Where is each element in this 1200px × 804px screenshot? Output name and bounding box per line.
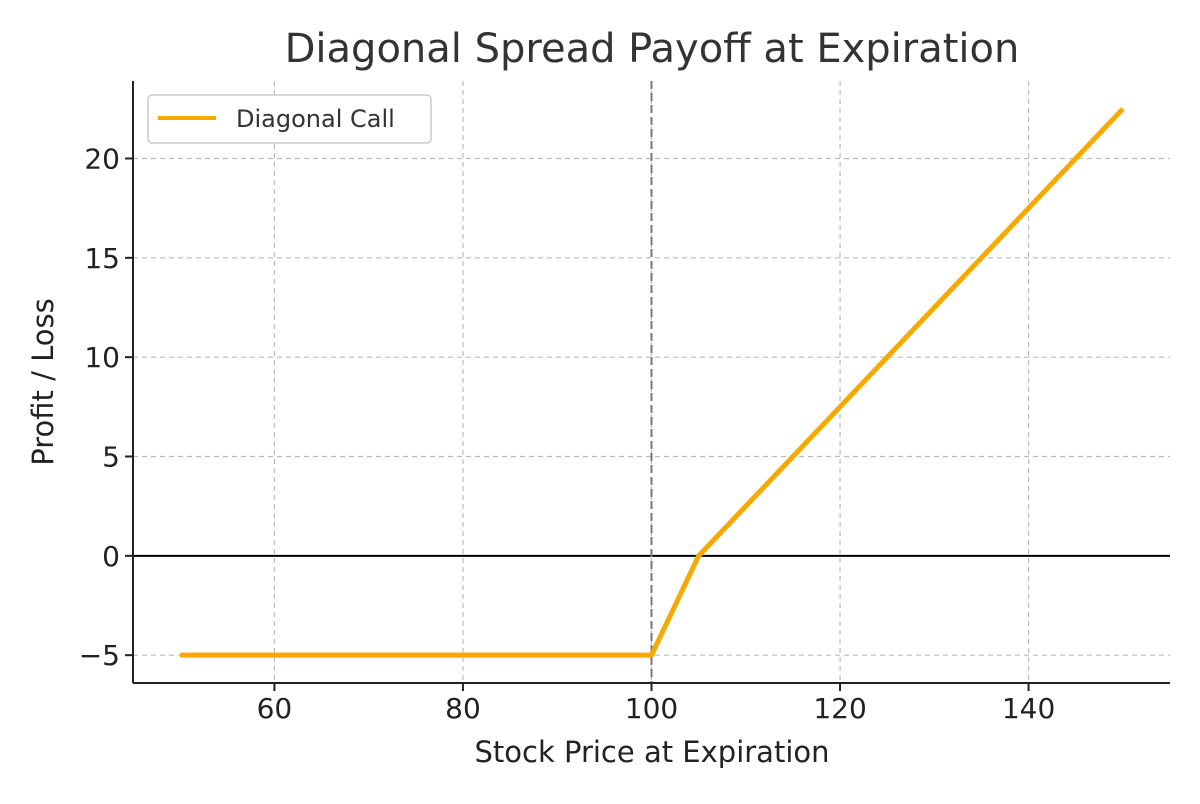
x-tick-label: 60 xyxy=(257,692,293,725)
legend-box xyxy=(147,94,432,144)
y-tick-label: 20 xyxy=(84,142,120,175)
reference-lines xyxy=(133,81,1170,683)
y-tick-label: 15 xyxy=(84,242,120,275)
y-tick-label: 10 xyxy=(84,341,120,374)
y-tick-label: 5 xyxy=(102,441,120,474)
ticks: 60 80 100 120 140 −5 0 5 10 15 20 xyxy=(79,142,1056,725)
series-line-diagonal-call xyxy=(180,107,1125,658)
y-tick-label: −5 xyxy=(79,639,120,672)
legend: Diagonal Call xyxy=(147,94,432,144)
x-tick-label: 140 xyxy=(1002,692,1055,725)
chart-title: Diagonal Spread Payoff at Expiration xyxy=(285,26,1020,72)
x-tick-label: 120 xyxy=(813,692,866,725)
x-tick-label: 80 xyxy=(445,692,481,725)
x-axis-label: Stock Price at Expiration xyxy=(475,735,830,769)
x-tick-label: 100 xyxy=(625,692,678,725)
legend-label-diagonal-call: Diagonal Call xyxy=(236,105,395,133)
series-layer xyxy=(180,107,1125,658)
y-tick-label: 0 xyxy=(102,540,120,573)
y-axis-label: Profit / Loss xyxy=(26,298,60,465)
